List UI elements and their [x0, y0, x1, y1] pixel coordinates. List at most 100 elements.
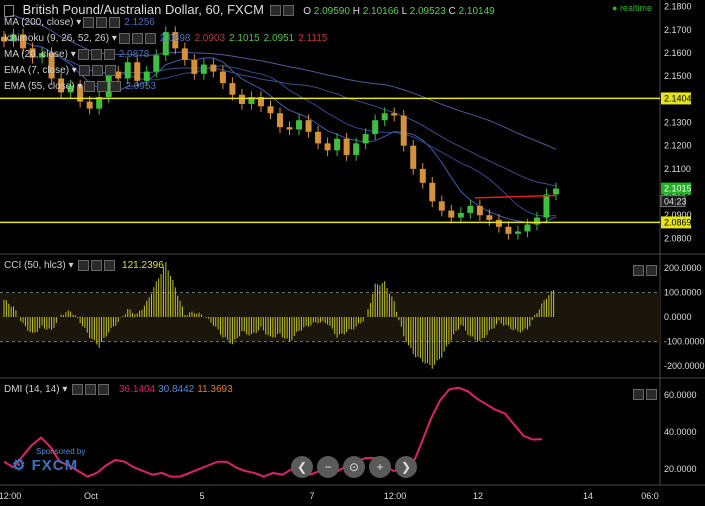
- candle-body: [553, 188, 559, 195]
- price-tick-label: 2.1600: [664, 48, 692, 58]
- candle-body: [362, 134, 369, 144]
- ohlc-value-l: 2.09523: [409, 6, 449, 17]
- hamburger-icon[interactable]: [4, 4, 14, 17]
- zoom-reset-button[interactable]: ⊙: [343, 456, 365, 478]
- candle-body: [486, 215, 493, 220]
- move-up-icon[interactable]: [633, 265, 644, 277]
- ohlc-key-h: H: [352, 6, 363, 17]
- countdown-label: 04:23: [664, 197, 687, 207]
- close-icon[interactable]: [110, 81, 122, 92]
- hide-icon[interactable]: [90, 49, 102, 60]
- candle-body: [410, 145, 417, 169]
- cci-label[interactable]: CCI (50, hlc3): [4, 260, 66, 272]
- candle-body: [353, 143, 360, 155]
- candle-body: [162, 32, 169, 56]
- settings-icon[interactable]: [269, 5, 281, 17]
- time-tick-label: 12:00: [0, 491, 21, 501]
- zoom-out-button[interactable]: −: [317, 456, 339, 478]
- candle-body: [1, 36, 7, 42]
- indicator-value: 2.1015: [229, 33, 260, 45]
- indicator-value: 2.0953: [125, 81, 156, 93]
- candle-body: [305, 120, 312, 132]
- candle-body: [514, 231, 521, 234]
- close-icon[interactable]: [109, 17, 121, 28]
- indicator-value: 2.0878: [118, 49, 150, 61]
- hide-icon[interactable]: [96, 17, 108, 28]
- indicator-value: 2.1256: [124, 17, 155, 29]
- candle-body: [29, 48, 36, 58]
- cci-settings-icon[interactable]: [78, 260, 90, 271]
- settings-icon[interactable]: [118, 33, 130, 44]
- candle-body: [315, 131, 322, 144]
- candle-body: [543, 194, 550, 218]
- line-price-tag: [661, 92, 691, 105]
- realtime-indicator: ● realtime: [612, 3, 652, 13]
- settings-icon[interactable]: [77, 49, 89, 60]
- candle-body: [524, 224, 531, 232]
- candle-body: [429, 182, 436, 202]
- close-icon[interactable]: [103, 49, 115, 60]
- indicator-label[interactable]: EMA (7, close) ▾: [4, 65, 77, 77]
- price-tick-label: 2.0800: [664, 233, 692, 243]
- adx-line: [3, 386, 543, 478]
- cci-close-icon[interactable]: [104, 260, 116, 271]
- symbol-title[interactable]: British Pound/Australian Dollar, 60, FXC…: [22, 2, 264, 17]
- dmi-hide-icon[interactable]: [85, 384, 97, 395]
- ohlc-value-h: 2.10166: [362, 6, 402, 17]
- dmi-value: 36.1404: [118, 384, 156, 396]
- time-tick-label: 5: [199, 491, 204, 501]
- dmi-settings-icon[interactable]: [72, 384, 84, 395]
- scroll-right-button[interactable]: ❯: [395, 456, 417, 478]
- settings-icon[interactable]: [83, 17, 95, 28]
- candle-body: [115, 71, 122, 79]
- candle-body: [533, 217, 540, 225]
- price-tick-label: 2.1500: [664, 71, 692, 81]
- candle-body: [181, 48, 188, 60]
- move-down-icon[interactable]: [646, 265, 657, 277]
- indicator-row: MA (200, close) ▾ 2.1256: [4, 17, 327, 33]
- candle-body: [248, 97, 255, 104]
- indicator-label[interactable]: MA (200, close) ▾: [4, 17, 82, 29]
- realtime-label: realtime: [619, 3, 652, 13]
- hide-icon[interactable]: [91, 65, 103, 76]
- sponsor-brand: FXCM: [31, 457, 79, 474]
- candle-body: [200, 64, 207, 74]
- close-icon[interactable]: [144, 33, 156, 44]
- cci-hide-icon[interactable]: [91, 260, 103, 271]
- candle-body: [381, 113, 388, 121]
- current-price-label: 2.1015: [664, 184, 692, 194]
- candle-body: [20, 34, 27, 49]
- candle-body: [267, 106, 274, 114]
- close-icon[interactable]: [104, 65, 116, 76]
- hide-icon[interactable]: [131, 33, 143, 44]
- settings-icon[interactable]: [84, 81, 96, 92]
- indicator-label[interactable]: Ichimoku (9, 26, 52, 26) ▾: [4, 33, 117, 45]
- settings-icon[interactable]: [78, 65, 90, 76]
- time-tick-label: 14: [583, 491, 593, 501]
- scroll-left-button[interactable]: ❮: [291, 456, 313, 478]
- candle-body: [257, 97, 264, 107]
- indicator-row: EMA (7, close) ▾: [4, 65, 327, 81]
- current-price-tag: [661, 182, 691, 195]
- time-tick-label: 06:0: [641, 491, 659, 501]
- candle-body: [467, 205, 474, 213]
- price-tick-label: 2.0900: [664, 210, 692, 220]
- candle-body: [143, 71, 150, 81]
- sponsor-line1: Sponsored by: [36, 447, 86, 456]
- dmi-label[interactable]: DMI (14, 14): [4, 384, 60, 396]
- candle-body: [77, 85, 84, 102]
- hide-icon[interactable]: [97, 81, 109, 92]
- indicator-label[interactable]: EMA (55, close) ▾: [4, 81, 83, 93]
- dmi-move-up-icon[interactable]: [633, 389, 644, 401]
- zoom-in-button[interactable]: +: [369, 456, 391, 478]
- dmi-close-icon[interactable]: [98, 384, 110, 395]
- indicator-label[interactable]: MA (20, close) ▾: [4, 49, 76, 61]
- hide-icon[interactable]: [282, 5, 294, 17]
- dmi-move-down-icon[interactable]: [646, 389, 657, 401]
- ohlc-key-c: C: [448, 6, 459, 17]
- time-tick-label: 12: [473, 491, 483, 501]
- candle-body: [286, 127, 293, 130]
- candle-body: [400, 115, 407, 146]
- indicator-value: 2.1115: [298, 33, 328, 45]
- cci-tick-label: 100.0000: [664, 287, 702, 297]
